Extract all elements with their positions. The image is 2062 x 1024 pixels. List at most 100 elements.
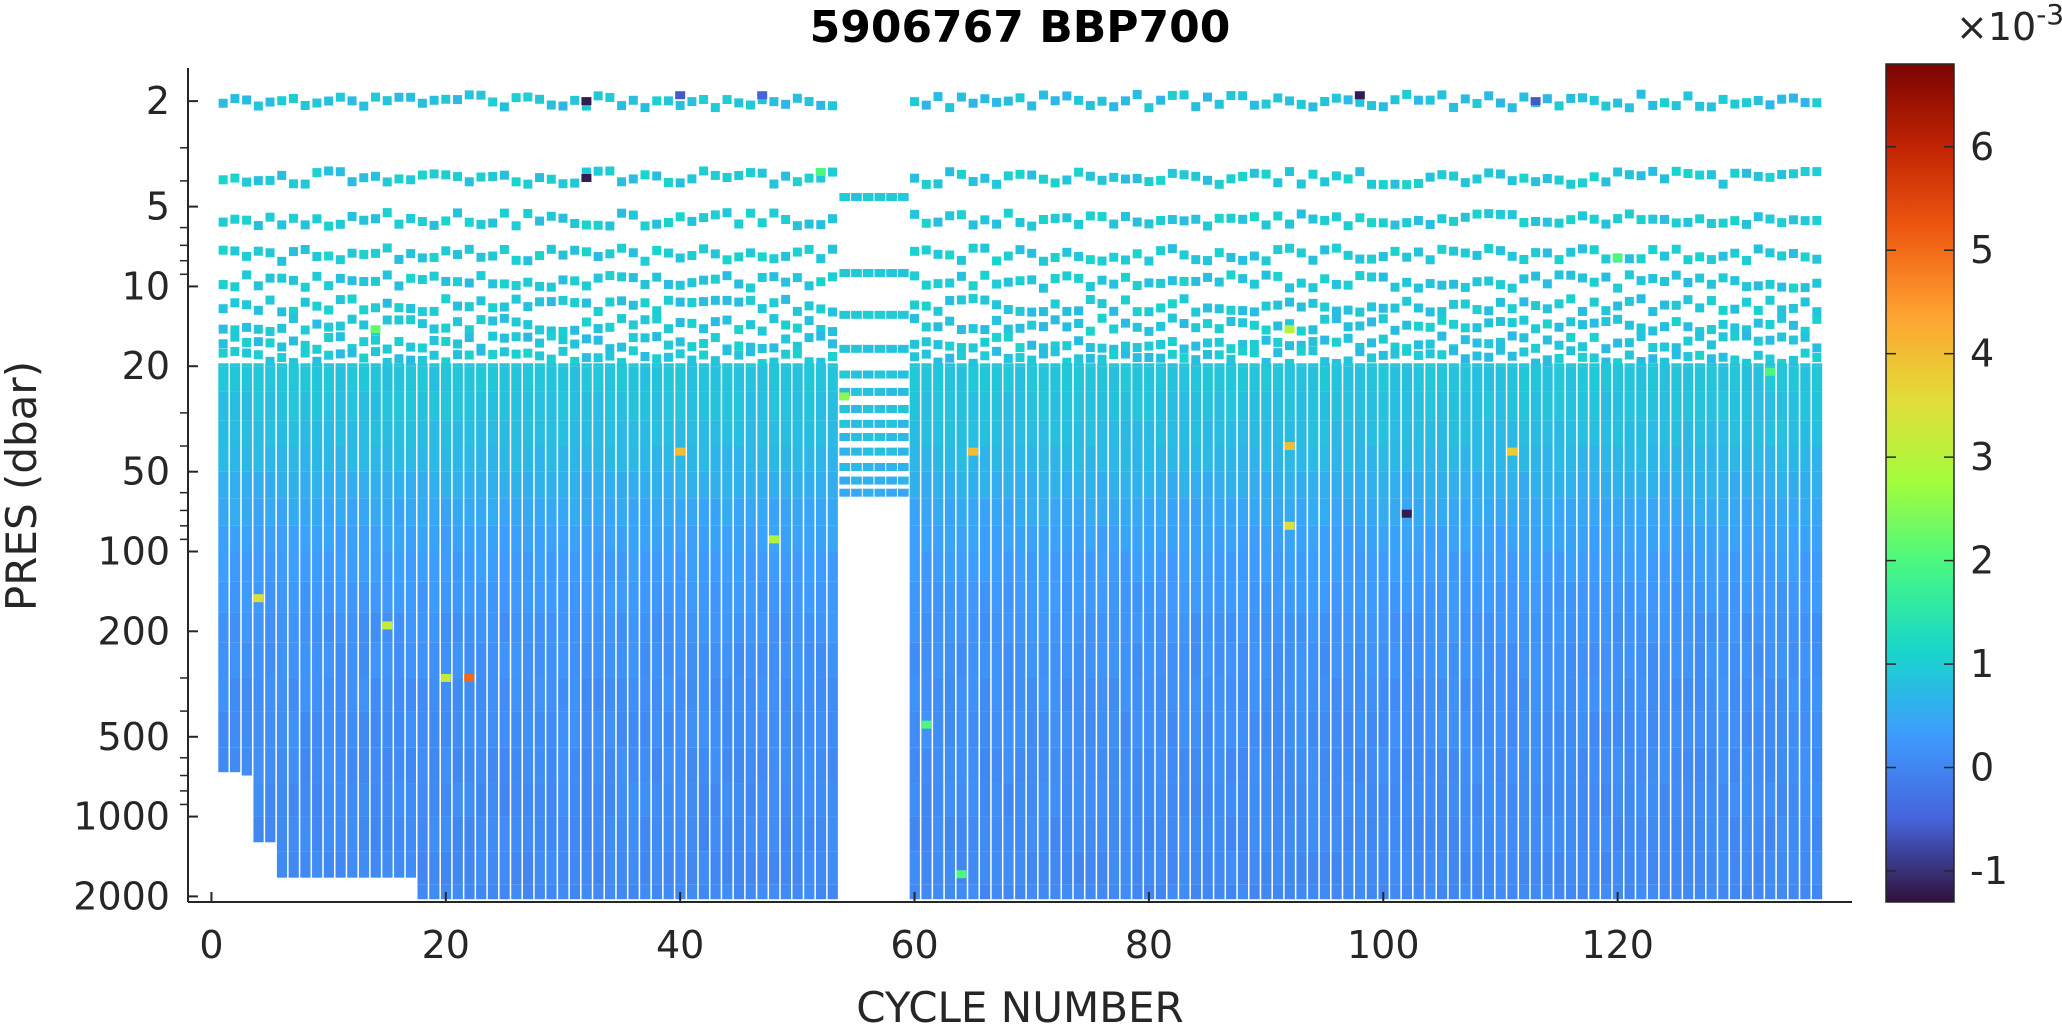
profile-segment [979, 581, 991, 613]
sample-point [1085, 326, 1095, 336]
profile-segment [1589, 816, 1600, 852]
profile-segment [605, 612, 616, 643]
profile-segment [640, 884, 651, 900]
profile-segment [1237, 551, 1249, 582]
sample-point [277, 96, 287, 106]
profile-segment [1460, 420, 1471, 447]
profile-segment [1050, 851, 1061, 885]
profile-segment [1729, 420, 1741, 447]
profile-segment [1460, 884, 1471, 900]
profile-segment [1155, 551, 1166, 582]
sample-point [1671, 343, 1681, 353]
sample-point [347, 314, 357, 324]
sample-point [370, 335, 380, 345]
sample-point [1331, 337, 1341, 347]
profile-segment [1097, 581, 1108, 613]
profile-segment [569, 612, 581, 643]
profile-segment [933, 581, 944, 613]
profile-segment [1296, 884, 1307, 900]
sample-point [663, 324, 673, 334]
profile-segment [1601, 783, 1612, 817]
profile-segment [1519, 391, 1530, 421]
profile-sample [874, 193, 886, 202]
profile-segment [1413, 551, 1424, 582]
sample-point [617, 358, 627, 368]
profile-segment [1495, 884, 1506, 900]
sample-point [663, 218, 673, 228]
profile-segment [769, 420, 780, 447]
sample-point [1109, 344, 1119, 354]
sample-point [1308, 283, 1318, 293]
profile-segment [804, 391, 815, 421]
sample-point [652, 96, 662, 106]
profile-segment [1589, 747, 1600, 784]
profile-segment [1811, 642, 1823, 678]
sample-point [218, 98, 228, 108]
sample-point [956, 169, 966, 179]
profile-segment [1694, 612, 1706, 643]
profile-segment [1319, 711, 1331, 748]
profile-sample [874, 268, 886, 277]
profile-sample [862, 344, 874, 353]
profile-column [1636, 363, 1647, 900]
sample-point [1788, 320, 1798, 330]
profile-segment [1460, 711, 1471, 748]
profile-segment [546, 446, 557, 472]
profile-segment [1390, 446, 1401, 472]
sample-point [535, 216, 545, 226]
profile-segment [417, 551, 428, 582]
profile-segment [546, 851, 557, 885]
profile-segment [1425, 783, 1436, 817]
profile-segment [1542, 525, 1553, 552]
profile-column [1062, 363, 1073, 900]
profile-segment [1390, 420, 1401, 447]
profile-segment [1272, 581, 1284, 613]
profile-segment [605, 783, 616, 817]
profile-segment [651, 677, 663, 712]
profile-segment [1636, 816, 1647, 852]
profile-segment [1272, 525, 1284, 552]
profile-segment [1788, 498, 1799, 526]
profile-segment [1284, 747, 1295, 784]
profile-segment [1612, 711, 1623, 748]
profile-segment [827, 884, 838, 900]
sample-point [1636, 171, 1646, 181]
sample-point [1800, 167, 1810, 177]
profile-segment [1694, 446, 1706, 472]
profile-column [1671, 363, 1682, 900]
plot-area [218, 89, 1823, 900]
sample-point [1390, 325, 1400, 335]
profile-segment [312, 581, 323, 613]
profile-segment [651, 366, 663, 392]
profile-segment [265, 677, 276, 712]
profile-segment [276, 525, 288, 552]
profile-segment [1554, 581, 1565, 613]
profile-segment [1038, 420, 1049, 447]
sample-point [910, 246, 920, 256]
profile-segment [1706, 363, 1717, 367]
sample-point [1507, 304, 1517, 314]
profile-segment [815, 471, 827, 499]
sample-point [394, 281, 404, 291]
profile-segment [1062, 551, 1073, 582]
profile-segment [1015, 525, 1026, 552]
profile-segment [687, 851, 698, 885]
profile-segment [1413, 612, 1424, 643]
sample-point [300, 325, 310, 335]
profile-segment [792, 498, 803, 526]
profile-segment [1554, 884, 1565, 900]
profile-sample [851, 447, 862, 456]
profile-column [1226, 363, 1237, 900]
sample-point [1566, 215, 1576, 225]
profile-segment [1729, 816, 1741, 852]
profile-segment [476, 677, 487, 712]
profile-segment [1062, 711, 1073, 748]
profile-segment [1296, 366, 1307, 392]
sample-point [1542, 217, 1552, 227]
profile-segment [1507, 783, 1518, 817]
profile-segment [1343, 884, 1354, 900]
profile-segment [1190, 747, 1202, 784]
sample-point [1074, 273, 1084, 283]
sample-point [921, 100, 931, 110]
sample-point [617, 314, 627, 324]
